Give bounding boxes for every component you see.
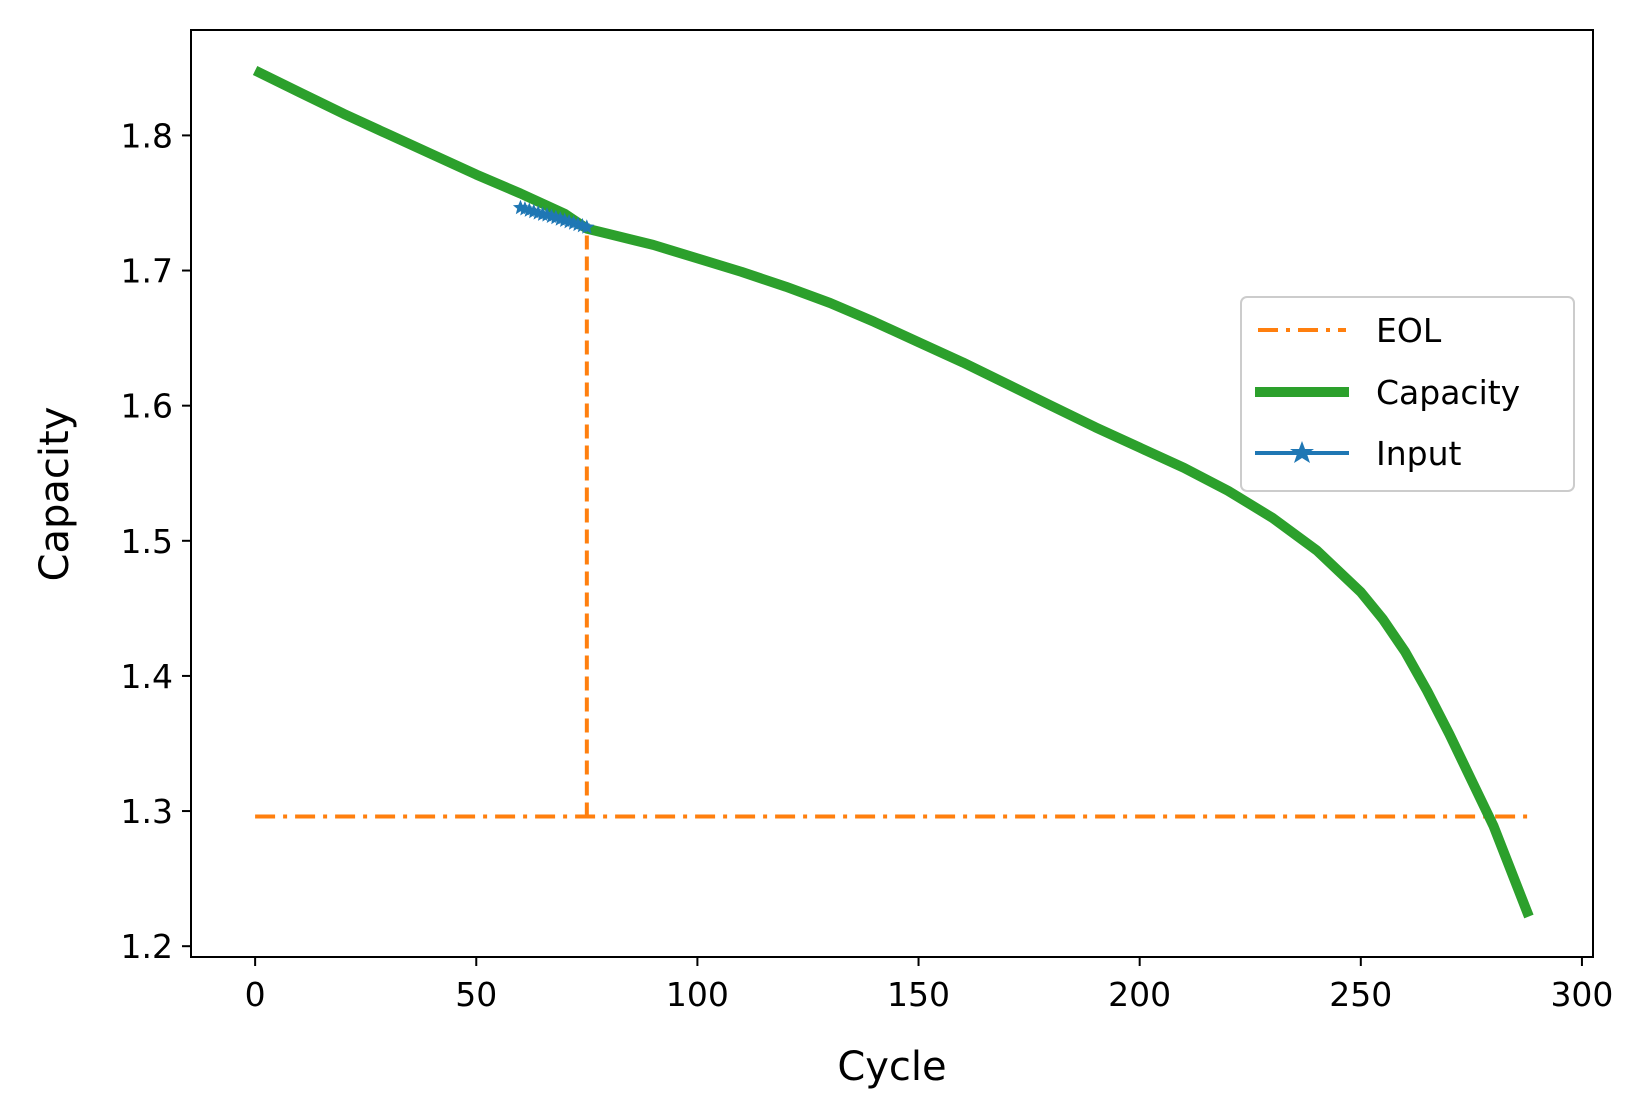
x-axis-ticks: 0 50 100 150 200 250 300 bbox=[245, 957, 1613, 1014]
y-tick-label: 1.7 bbox=[121, 252, 173, 291]
plot-area bbox=[252, 66, 1534, 919]
legend-box bbox=[1240, 296, 1575, 492]
axes-frame bbox=[190, 29, 1594, 958]
y-tick-label: 1.6 bbox=[121, 387, 173, 426]
x-tick-label: 250 bbox=[1329, 975, 1392, 1014]
y-axis-title: Capacity bbox=[32, 407, 78, 582]
y-axis-ticks: 1.2 1.3 1.4 1.5 1.6 1.7 1.8 bbox=[121, 116, 191, 966]
x-tick-label: 200 bbox=[1108, 975, 1171, 1014]
input-star-marker bbox=[579, 219, 595, 234]
legend-input-star-marker bbox=[1290, 441, 1314, 463]
x-tick-label: 300 bbox=[1550, 975, 1613, 1014]
x-tick-label: 0 bbox=[245, 975, 266, 1014]
x-tick-label: 50 bbox=[455, 975, 497, 1014]
x-tick-label: 150 bbox=[887, 975, 950, 1014]
y-tick-label: 1.3 bbox=[121, 792, 173, 831]
y-tick-label: 1.5 bbox=[121, 522, 173, 561]
legend-capacity-label: Capacity bbox=[1376, 373, 1520, 412]
y-tick-label: 1.2 bbox=[121, 927, 173, 966]
capacity-line bbox=[252, 66, 1534, 919]
legend-input-label: Input bbox=[1376, 434, 1462, 473]
y-tick-label: 1.8 bbox=[121, 116, 173, 155]
legend-eol-label: EOL bbox=[1376, 311, 1442, 350]
x-axis-title: Cycle bbox=[837, 1044, 946, 1090]
x-tick-label: 100 bbox=[666, 975, 729, 1014]
legend: EOL Capacity Input bbox=[1240, 296, 1575, 492]
y-tick-label: 1.4 bbox=[121, 657, 173, 696]
